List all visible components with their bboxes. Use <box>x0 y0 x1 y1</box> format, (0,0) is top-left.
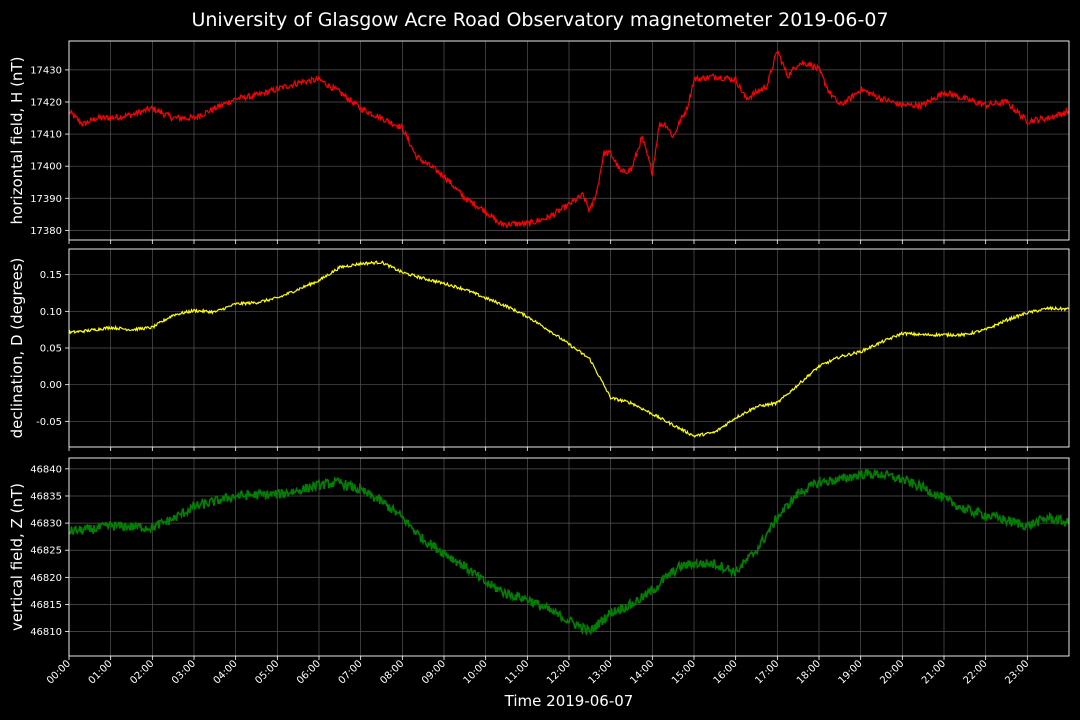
panel-frame <box>68 40 1070 241</box>
series-line-1 <box>69 50 1069 229</box>
x-tick-label: 21:00 <box>920 658 948 686</box>
x-tick-label: 16:00 <box>712 658 740 686</box>
panel-2: -0.05 0.00 0.05 0.10 0.15 declination, D (deg… <box>8 248 1070 451</box>
y-axis-label: vertical field, Z (nT) <box>8 483 26 631</box>
x-tick-label: 03:00 <box>170 658 198 686</box>
y-tick-label: 17400 <box>30 162 62 173</box>
x-tick-label: 13:00 <box>587 658 615 686</box>
y-tick-label: 46810 <box>30 627 62 638</box>
y-tick-label: 17390 <box>30 194 62 205</box>
panel-frame <box>68 457 1070 657</box>
panel-frame <box>68 248 1070 448</box>
x-tick-label: 00:00 <box>45 658 73 686</box>
x-tick-label: 14:00 <box>628 658 656 686</box>
x-tick-label: 23:00 <box>1003 658 1031 686</box>
x-tick-label: 02:00 <box>128 658 156 686</box>
y-tick-label: 17410 <box>30 130 62 141</box>
x-tick-label: 08:00 <box>378 658 406 686</box>
y-tick-label: 0.10 <box>40 307 62 318</box>
y-tick-label: -0.05 <box>36 417 62 428</box>
x-tick-label: 12:00 <box>545 658 573 686</box>
x-tick-label: 06:00 <box>295 658 323 686</box>
y-tick-label: 0.00 <box>40 380 62 391</box>
x-tick-label: 09:00 <box>420 658 448 686</box>
y-tick-label: 46835 <box>30 491 62 502</box>
panel-3: 46810 46815 46820 46825 46830 46835 46840 verti… <box>8 457 1070 660</box>
y-tick-label: 46830 <box>30 519 62 530</box>
x-tick-label: 04:00 <box>212 658 240 686</box>
series-line-3 <box>69 468 1069 637</box>
x-tick-label: 11:00 <box>503 658 531 686</box>
y-tick-label: 46825 <box>30 546 62 557</box>
y-tick-label: 17380 <box>30 226 62 237</box>
panel-1: 17380 17390 17400 17410 17420 17430 horizontal… <box>8 40 1070 244</box>
series-line-2 <box>69 260 1069 438</box>
x-tick-label: 20:00 <box>878 658 906 686</box>
x-tick-label: 01:00 <box>87 658 115 686</box>
y-tick-label: 46815 <box>30 600 62 611</box>
y-tick-label: 17420 <box>30 97 62 108</box>
y-tick-label: 46820 <box>30 573 62 584</box>
x-tick-label: 07:00 <box>337 658 365 686</box>
y-tick-label: 46840 <box>30 464 62 475</box>
x-axis-label: Time 2019-06-07 <box>504 692 634 710</box>
x-tick-label: 19:00 <box>837 658 865 686</box>
x-tick-label: 17:00 <box>753 658 781 686</box>
y-tick-label: 17430 <box>30 65 62 76</box>
x-tick-label: 05:00 <box>253 658 281 686</box>
y-tick-label: 0.15 <box>40 270 62 281</box>
chart-title: University of Glasgow Acre Road Observat… <box>191 9 889 31</box>
x-tick-label: 10:00 <box>462 658 490 686</box>
y-axis-label: horizontal field, H (nT) <box>8 57 26 225</box>
x-tick-label: 15:00 <box>670 658 698 686</box>
x-tick-label: 22:00 <box>962 658 990 686</box>
y-tick-label: 0.05 <box>40 344 62 355</box>
y-axis-label: declination, D (degrees) <box>8 258 26 439</box>
x-tick-label: 18:00 <box>795 658 823 686</box>
